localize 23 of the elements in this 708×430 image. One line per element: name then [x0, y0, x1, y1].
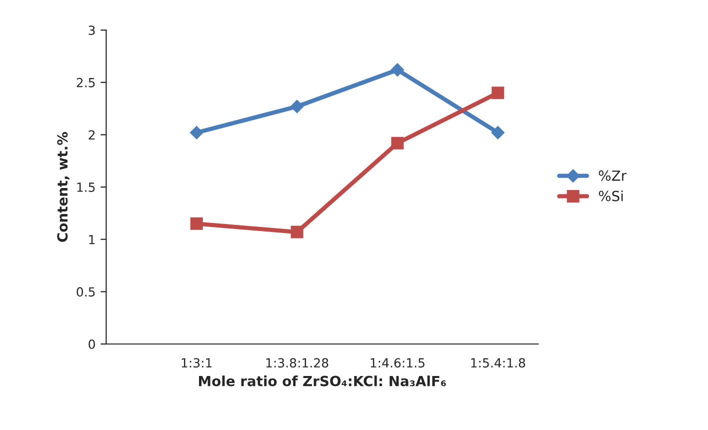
y-axis-title: Content, wt.%: [57, 132, 70, 242]
point: [390, 63, 404, 76]
legend-label: %Zr: [598, 170, 627, 181]
y-tick-label: 0: [88, 339, 95, 349]
x-tick-label: 1:5.4:1.8: [471, 358, 526, 368]
y-tick-label: 3: [88, 26, 95, 36]
x-tick-label: 1:3.8:1.28: [266, 358, 328, 368]
point: [491, 126, 504, 140]
x-axis-title: Mole ratio of ZrSO₄:KCl: Na₃AlF₆: [199, 376, 446, 386]
legend-label: %Si: [598, 190, 623, 202]
point: [391, 136, 404, 150]
point: [290, 100, 304, 114]
point: [492, 86, 504, 100]
y-tick-label: 1.5: [77, 182, 95, 192]
point: [190, 217, 203, 230]
x-tick-label: 1:4.6:1.5: [370, 358, 424, 368]
point: [190, 126, 204, 140]
y-tick-label: 2: [88, 130, 95, 140]
y-tick-label: 1: [89, 235, 95, 244]
x-tick-label: 1:3:1: [182, 358, 212, 368]
y-tick-label: 0.5: [76, 287, 95, 297]
point: [290, 226, 304, 238]
y-tick-label: 2.5: [76, 78, 95, 88]
